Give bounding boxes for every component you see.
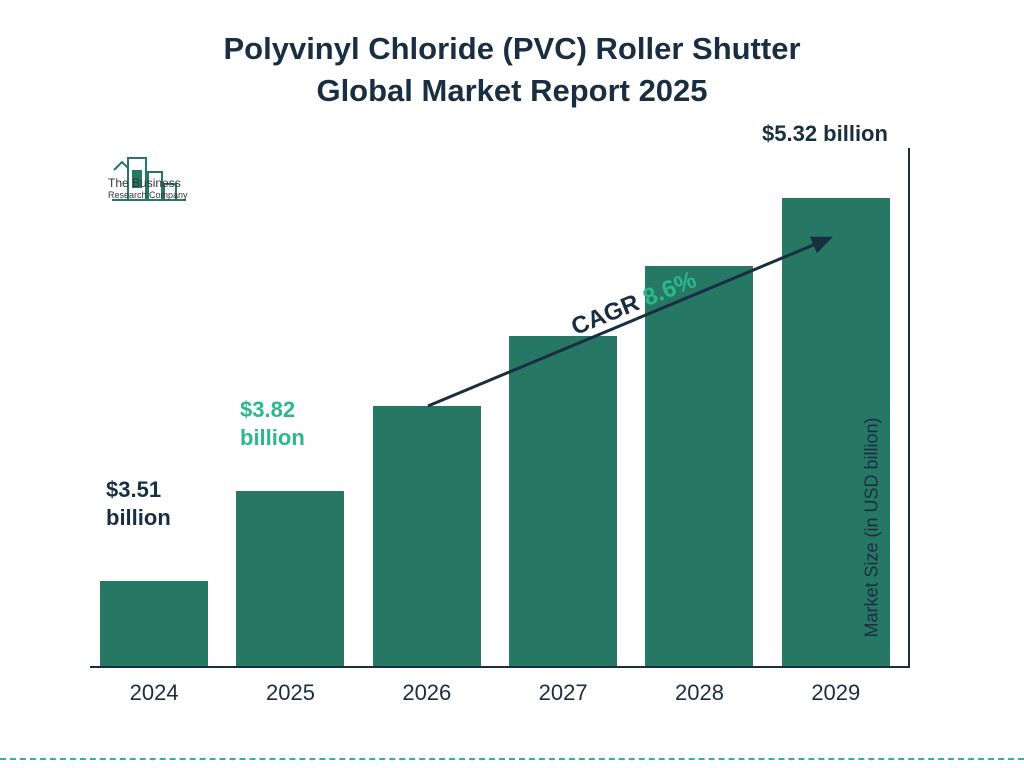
y-axis: [908, 148, 910, 668]
x-labels-container: 2024 2025 2026 2027 2028 2029: [100, 680, 890, 706]
chart-title: Polyvinyl Chloride (PVC) Roller Shutter …: [0, 0, 1024, 112]
divider-line: [0, 758, 1024, 760]
value-2024-unit: billion: [106, 505, 171, 530]
y-axis-label: Market Size (in USD billion): [861, 417, 882, 637]
value-2024-amount: $3.51: [106, 477, 161, 502]
x-label: 2027: [509, 680, 617, 706]
bar: [236, 491, 344, 666]
value-label-2029: $5.32 billion: [762, 120, 888, 148]
x-label: 2026: [373, 680, 481, 706]
x-label: 2029: [782, 680, 890, 706]
bar: [100, 581, 208, 666]
x-label: 2024: [100, 680, 208, 706]
chart-area: 202420252026202720282029 Market Size (in…: [90, 148, 910, 668]
title-line1: Polyvinyl Chloride (PVC) Roller Shutter: [223, 31, 800, 66]
value-2025-unit: billion: [240, 425, 305, 450]
x-label: 2025: [236, 680, 344, 706]
value-2029-amount: $5.32 billion: [762, 121, 888, 146]
value-label-2025: $3.82 billion: [240, 396, 305, 451]
trend-arrow-icon: [420, 228, 840, 428]
x-label: 2028: [645, 680, 753, 706]
bar: [373, 406, 481, 666]
cagr-annotation: CAGR 8.6%: [420, 228, 840, 428]
x-axis: [90, 666, 910, 668]
value-2025-amount: $3.82: [240, 397, 295, 422]
value-label-2024: $3.51 billion: [106, 476, 171, 531]
title-line2: Global Market Report 2025: [316, 73, 707, 108]
